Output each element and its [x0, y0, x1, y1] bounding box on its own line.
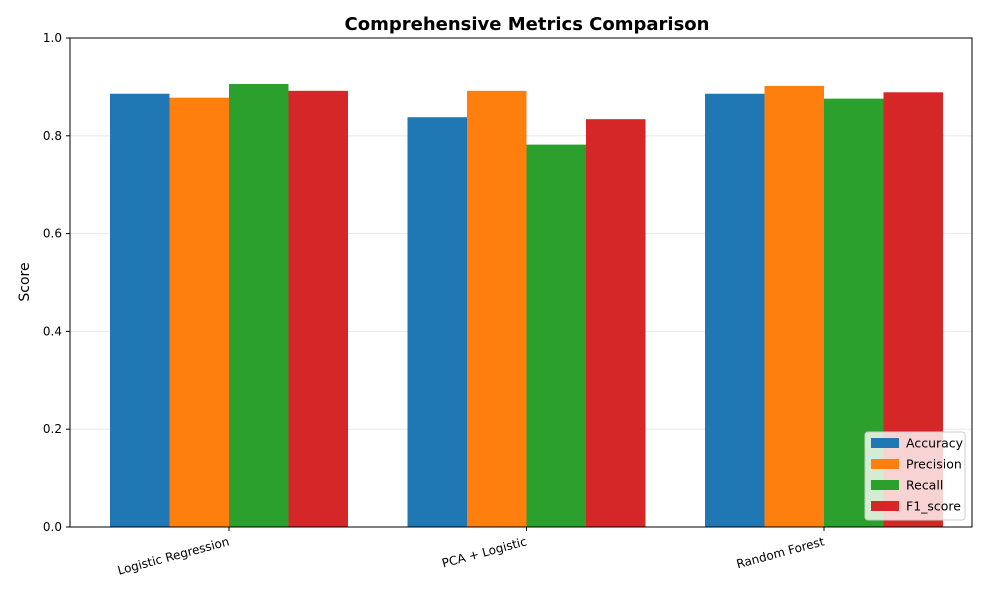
bar-f1-score-1: [288, 90, 348, 527]
legend-label: F1_score: [906, 499, 961, 514]
bar-accuracy-3: [705, 93, 765, 527]
legend-swatch-recall: [871, 480, 899, 490]
bar-recall-2: [526, 144, 586, 528]
legend-label: Accuracy: [906, 436, 964, 451]
x-tick-label: Random Forest: [735, 534, 826, 571]
x-tick-label: Logistic Regression: [116, 534, 231, 577]
y-tick-label: 1.0: [43, 31, 62, 45]
y-tick-label: 0.2: [43, 422, 62, 436]
plot-frame: [69, 37, 973, 528]
legend-swatch-precision: [871, 459, 899, 469]
axes: [69, 37, 973, 528]
y-tick-label: 0.4: [43, 324, 62, 338]
bar-f1-score-2: [586, 119, 646, 527]
y-tick-label: 0.0: [43, 520, 62, 534]
chart-title: Comprehensive Metrics Comparison: [345, 14, 710, 35]
legend-swatch-accuracy: [871, 438, 899, 448]
legend-swatch-f1-score: [871, 501, 899, 511]
bars: [110, 83, 943, 528]
legend-box: [864, 431, 966, 521]
legend-label: Recall: [906, 478, 943, 493]
bar-precision-1: [169, 97, 229, 528]
bar-accuracy-1: [110, 93, 170, 527]
y-axis-ticks: 0.0 0.2 0.4 0.6 0.8 1.0: [43, 31, 70, 534]
y-axis-label: Score: [17, 262, 33, 301]
bar-precision-2: [467, 90, 527, 527]
y-tick-label: 0.8: [43, 129, 62, 143]
bar-precision-3: [764, 85, 824, 527]
x-axis-ticks: Logistic Regression PCA + Logistic Random …: [116, 527, 826, 578]
legend-label: Precision: [906, 457, 962, 472]
bar-accuracy-2: [407, 117, 467, 527]
y-tick-label: 0.6: [43, 227, 62, 241]
x-tick-label: PCA + Logistic: [440, 534, 528, 570]
legend: Accuracy Precision Recall F1_score: [864, 431, 966, 521]
bar-recall-1: [229, 83, 289, 527]
